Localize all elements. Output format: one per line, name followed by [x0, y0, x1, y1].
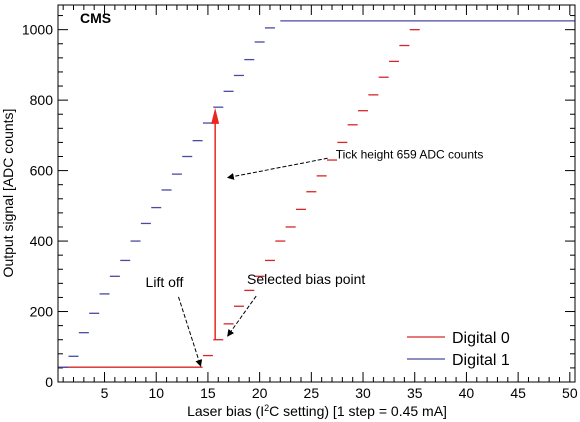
y-axis-title: Output signal [ADC counts] [0, 109, 16, 278]
x-tick-label: 5 [101, 385, 109, 401]
y-tick-label: 200 [30, 304, 54, 320]
plot-frame [57, 4, 576, 383]
y-tick-label: 800 [30, 92, 54, 108]
annotation-arrow [178, 296, 203, 367]
annotation-arrow [227, 295, 257, 337]
x-tick-label: 40 [459, 385, 475, 401]
x-axis-title-sup: 2 [264, 403, 269, 413]
annotation-label: Tick height 659 ADC counts [336, 147, 484, 161]
annotation-label: Lift off [146, 274, 184, 290]
x-tick-label: 25 [304, 385, 320, 401]
x-tick-label: 10 [148, 385, 164, 401]
x-tick-label: 45 [510, 385, 526, 401]
x-tick-label: 20 [252, 385, 268, 401]
plot-area: 0 200 400 600 800 1000 5 10 15 20 25 30 35 40 45 50 Lift… [22, 5, 578, 401]
tick-height-arrow-head [211, 107, 220, 124]
cms-label: CMS [80, 10, 111, 26]
x-tick-label: 35 [407, 385, 423, 401]
annotation-arrow [226, 157, 328, 180]
x-tick-label: 50 [562, 385, 578, 401]
legend-label-digital-0: Digital 0 [452, 330, 510, 347]
y-tick-label: 600 [30, 163, 54, 179]
y-tick-label: 400 [30, 233, 54, 249]
x-axis-title-pre: Laser bias (I [187, 403, 264, 419]
legend-label-digital-1: Digital 1 [452, 352, 510, 369]
x-tick-label: 30 [355, 385, 371, 401]
y-tick-label: 0 [45, 374, 53, 390]
x-axis-title-post: C setting) [1 step = 0.45 mA] [269, 403, 447, 419]
y-tick-label: 1000 [22, 22, 53, 38]
x-axis-title: Laser bias (I2C setting) [1 step = 0.45 … [187, 403, 447, 419]
annotation-label: Selected bias point [247, 271, 365, 287]
x-tick-label: 15 [200, 385, 216, 401]
